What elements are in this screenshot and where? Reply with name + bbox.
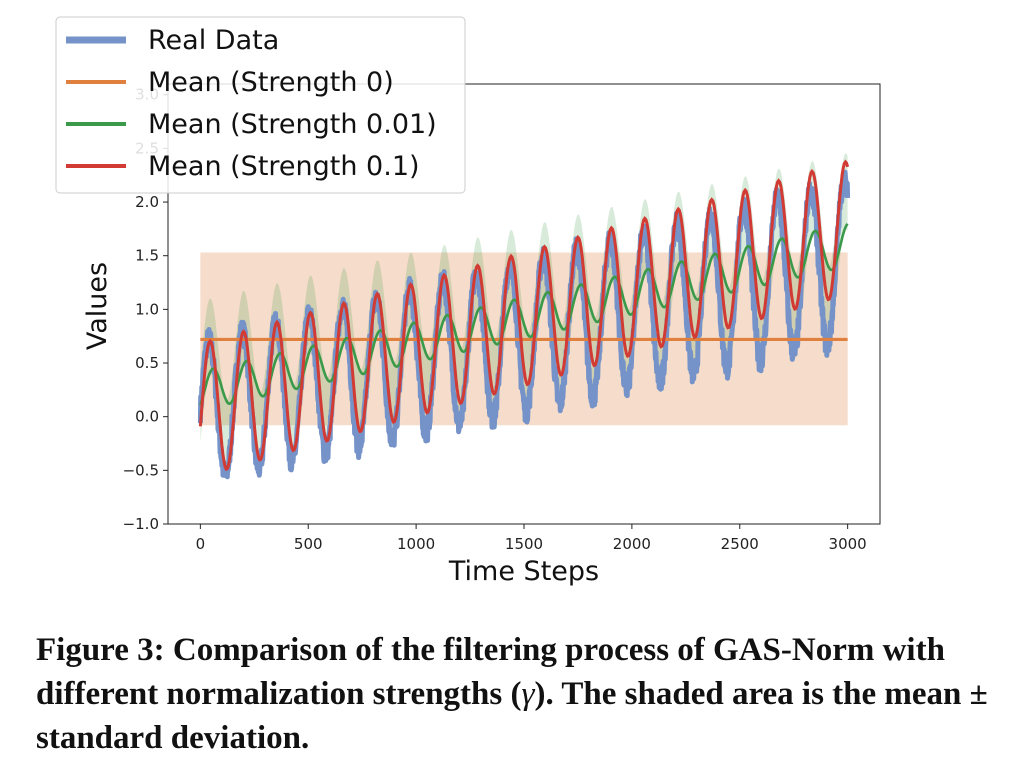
legend: Real Data Mean (Strength 0) Mean (Streng… <box>55 16 466 194</box>
series-lines <box>197 159 851 480</box>
series-strength-001 <box>199 223 849 406</box>
y-tick-label: 0.5 <box>135 354 159 372</box>
chart: 0 500 1000 1500 2000 2500 3000 −1.0 −0.5 0.0 0.5 1… <box>55 16 881 587</box>
x-tick-label: 2500 <box>721 535 759 553</box>
caption-text-1: Figure 3: Comparison of the filtering pr… <box>36 632 945 712</box>
legend-label-strength-0: Mean (Strength 0) <box>148 67 394 98</box>
caption-gamma: γ <box>521 676 535 712</box>
x-tick-label: 2000 <box>613 535 651 553</box>
legend-box <box>55 16 466 194</box>
x-tick-label: 1000 <box>397 535 435 553</box>
legend-label-strength-01: Mean (Strength 0.1) <box>148 151 420 182</box>
series-strength-01 <box>198 159 850 472</box>
x-axis: 0 500 1000 1500 2000 2500 3000 <box>196 524 867 553</box>
y-tick-label: 1.0 <box>135 300 159 318</box>
y-tick-label: 2.0 <box>135 193 159 211</box>
y-tick-label: −0.5 <box>123 461 159 479</box>
y-tick-label: −1.0 <box>123 515 159 533</box>
y-tick-label: 1.5 <box>135 247 159 265</box>
y-axis-label: Values <box>82 262 113 350</box>
legend-label-real-data: Real Data <box>148 25 279 56</box>
x-tick-label: 500 <box>294 535 323 553</box>
x-tick-label: 3000 <box>829 535 867 553</box>
x-axis-label: Time Steps <box>448 556 599 587</box>
caption-text-2: ). The shaded area is the mean ± standar… <box>36 676 988 756</box>
x-tick-label: 0 <box>196 535 206 553</box>
band-strength-001 <box>200 153 848 476</box>
x-tick-label: 1500 <box>505 535 543 553</box>
figure-caption: Figure 3: Comparison of the filtering pr… <box>36 628 996 760</box>
y-tick-label: 0.0 <box>135 408 159 426</box>
legend-label-strength-001: Mean (Strength 0.01) <box>148 109 437 140</box>
figure: 0 500 1000 1500 2000 2500 3000 −1.0 −0.5 0.0 0.5 1… <box>55 16 881 587</box>
